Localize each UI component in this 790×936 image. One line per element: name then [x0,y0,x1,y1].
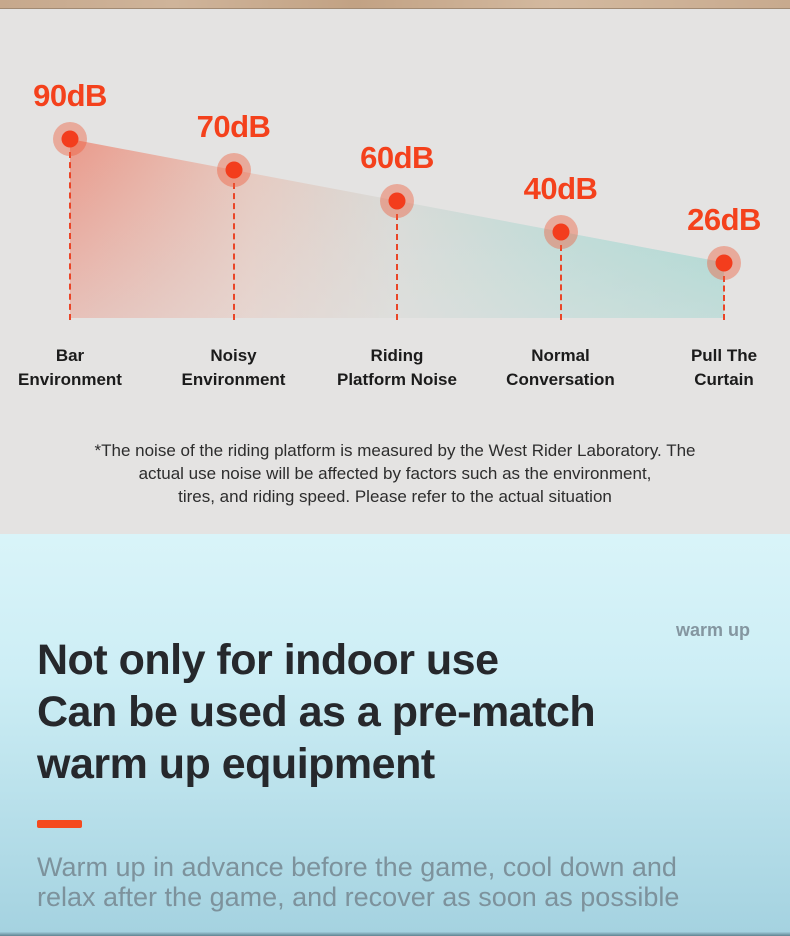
data-point-dot [552,223,569,241]
db-value-label: 40dB [523,171,598,206]
accent-dash [37,820,82,828]
dropline [723,276,725,320]
warmup-tag: warm up [675,620,750,640]
dropline [559,245,562,320]
category-label: Noisy Environment [181,346,286,389]
data-point-dot [225,161,242,179]
warmup-paragraph: Warm up in advance before the game, cool… [37,852,680,912]
dropline [69,152,71,320]
warmup-section: warm up Not only for indoor use Can be u… [0,534,790,936]
db-value-label: 60dB [360,140,434,175]
category-label: Normal Conversation [506,346,615,389]
db-value-label: 26dB [687,202,761,237]
dropline [396,214,398,320]
db-value-label: 90dB [33,78,107,113]
data-point-dot [715,254,733,272]
category-label: Riding Platform Noise [337,346,457,389]
data-point-dot [61,130,79,148]
db-value-label: 70dB [196,109,271,144]
category-label: Bar Environment [18,346,122,389]
chart-area: 90dB Bar Environment 70dB Noisy Environment… [0,9,790,429]
noise-chart-section: 90dB Bar Environment 70dB Noisy Environment… [0,9,790,534]
wood-table-edge [0,0,790,9]
data-point-dot [388,192,406,210]
dropline [232,183,235,320]
category-label: Pull The Curtain [690,346,758,389]
warmup-heading: Not only for indoor use Can be used as a… [37,636,596,788]
next-section-edge [0,932,790,936]
chart-disclaimer: *The noise of the riding platform is mea… [94,441,696,506]
